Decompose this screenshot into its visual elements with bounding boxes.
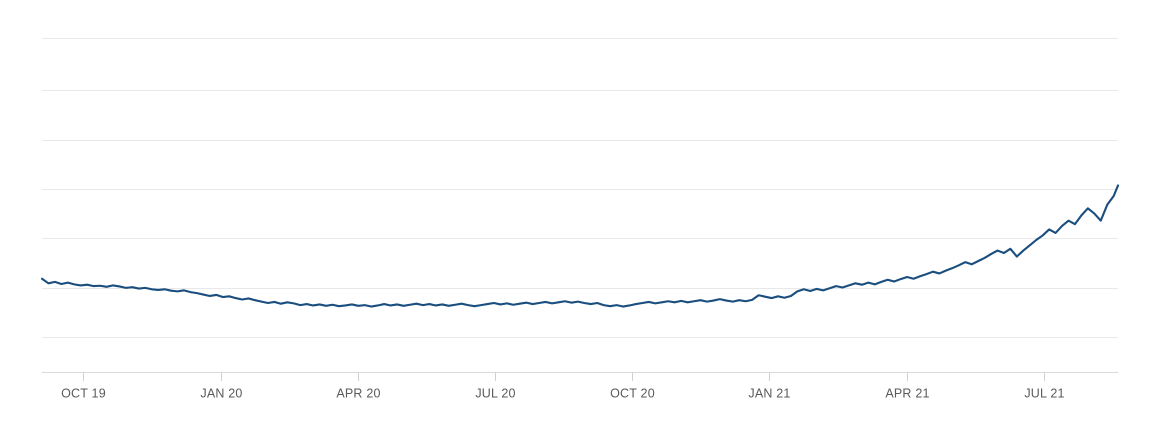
x-tick-label-6: APR 21 <box>885 386 929 400</box>
x-tick-label-1: JAN 20 <box>200 386 242 400</box>
series-lines <box>40 184 1120 308</box>
x-axis-tick-labels: OCT 19 JAN 20 APR 20 JUL 20 OCT 20 JAN 21 APR … <box>61 386 1064 400</box>
x-tick-label-7: JUL 21 <box>1024 386 1064 400</box>
x-tick-label-0: OCT 19 <box>61 386 106 400</box>
series-line-0 <box>40 184 1120 308</box>
x-tick-label-3: JUL 20 <box>475 386 515 400</box>
gridlines <box>42 38 1118 338</box>
x-tick-label-5: JAN 21 <box>748 386 790 400</box>
x-axis-ticks <box>83 373 1045 381</box>
x-tick-label-4: OCT 20 <box>610 386 655 400</box>
x-tick-label-2: APR 20 <box>336 386 380 400</box>
